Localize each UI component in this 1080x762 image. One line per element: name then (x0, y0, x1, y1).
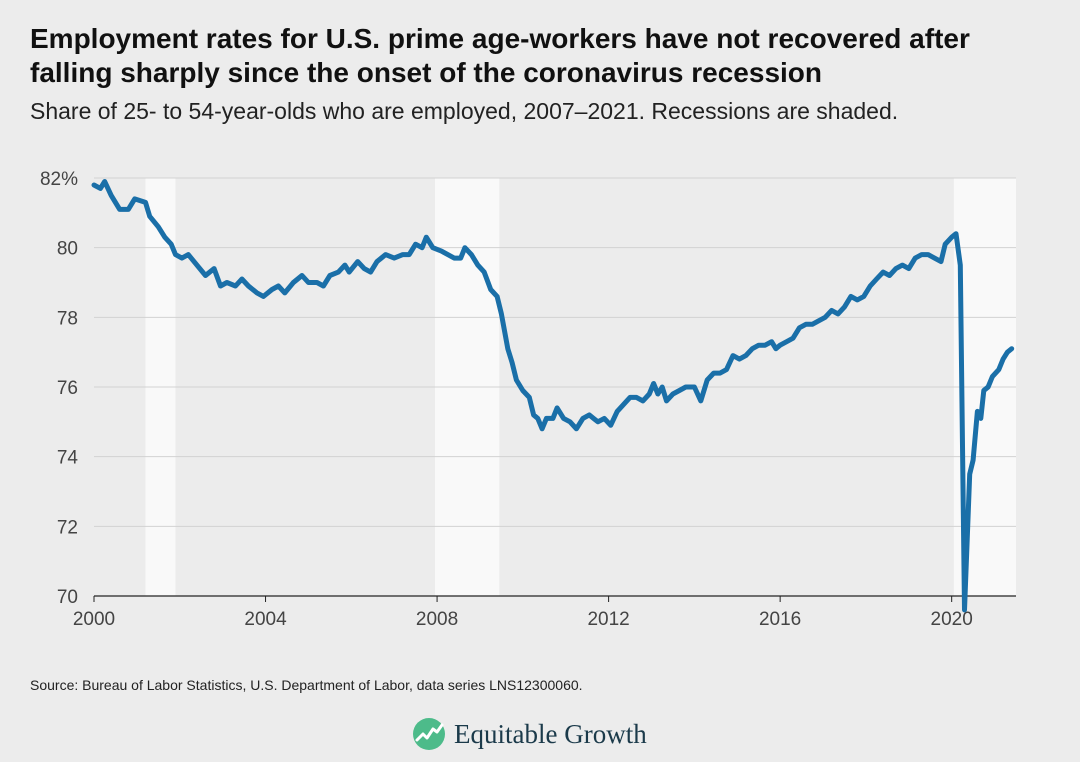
y-tick-label: 74 (57, 448, 79, 469)
brand-name: Equitable Growth (454, 718, 647, 749)
equitable-growth-logo-icon (413, 718, 445, 750)
y-tick-label: 80 (57, 239, 78, 260)
source-note: Source: Bureau of Labor Statistics, U.S.… (30, 677, 583, 693)
gridlines (94, 177, 1016, 597)
x-tick-label: 2000 (73, 609, 115, 630)
series-lines (91, 179, 1015, 613)
chart-subtitle: Share of 25- to 54-year-olds who are emp… (30, 98, 899, 124)
series-line-1 (91, 179, 1015, 613)
y-tick-label: 76 (57, 378, 78, 399)
x-tick-label: 2020 (931, 609, 973, 630)
x-tick-label: 2008 (416, 609, 458, 630)
chart-title: Employment rates for U.S. prime age-work… (30, 23, 970, 88)
x-tick-label: 2012 (587, 609, 629, 630)
y-tick-label: 78 (57, 308, 78, 329)
axes: 70 72 74 76 78 80 82% 2000 2004 2008 2012 2016 2020 (40, 169, 1016, 630)
x-tick-label: 2004 (244, 609, 287, 630)
y-tick-label: 82% (40, 169, 78, 190)
y-tick-label: 70 (57, 587, 78, 608)
x-tick-label: 2016 (759, 609, 801, 630)
y-tick-label: 72 (57, 517, 78, 538)
brand-footer: Equitable Growth (412, 714, 647, 754)
